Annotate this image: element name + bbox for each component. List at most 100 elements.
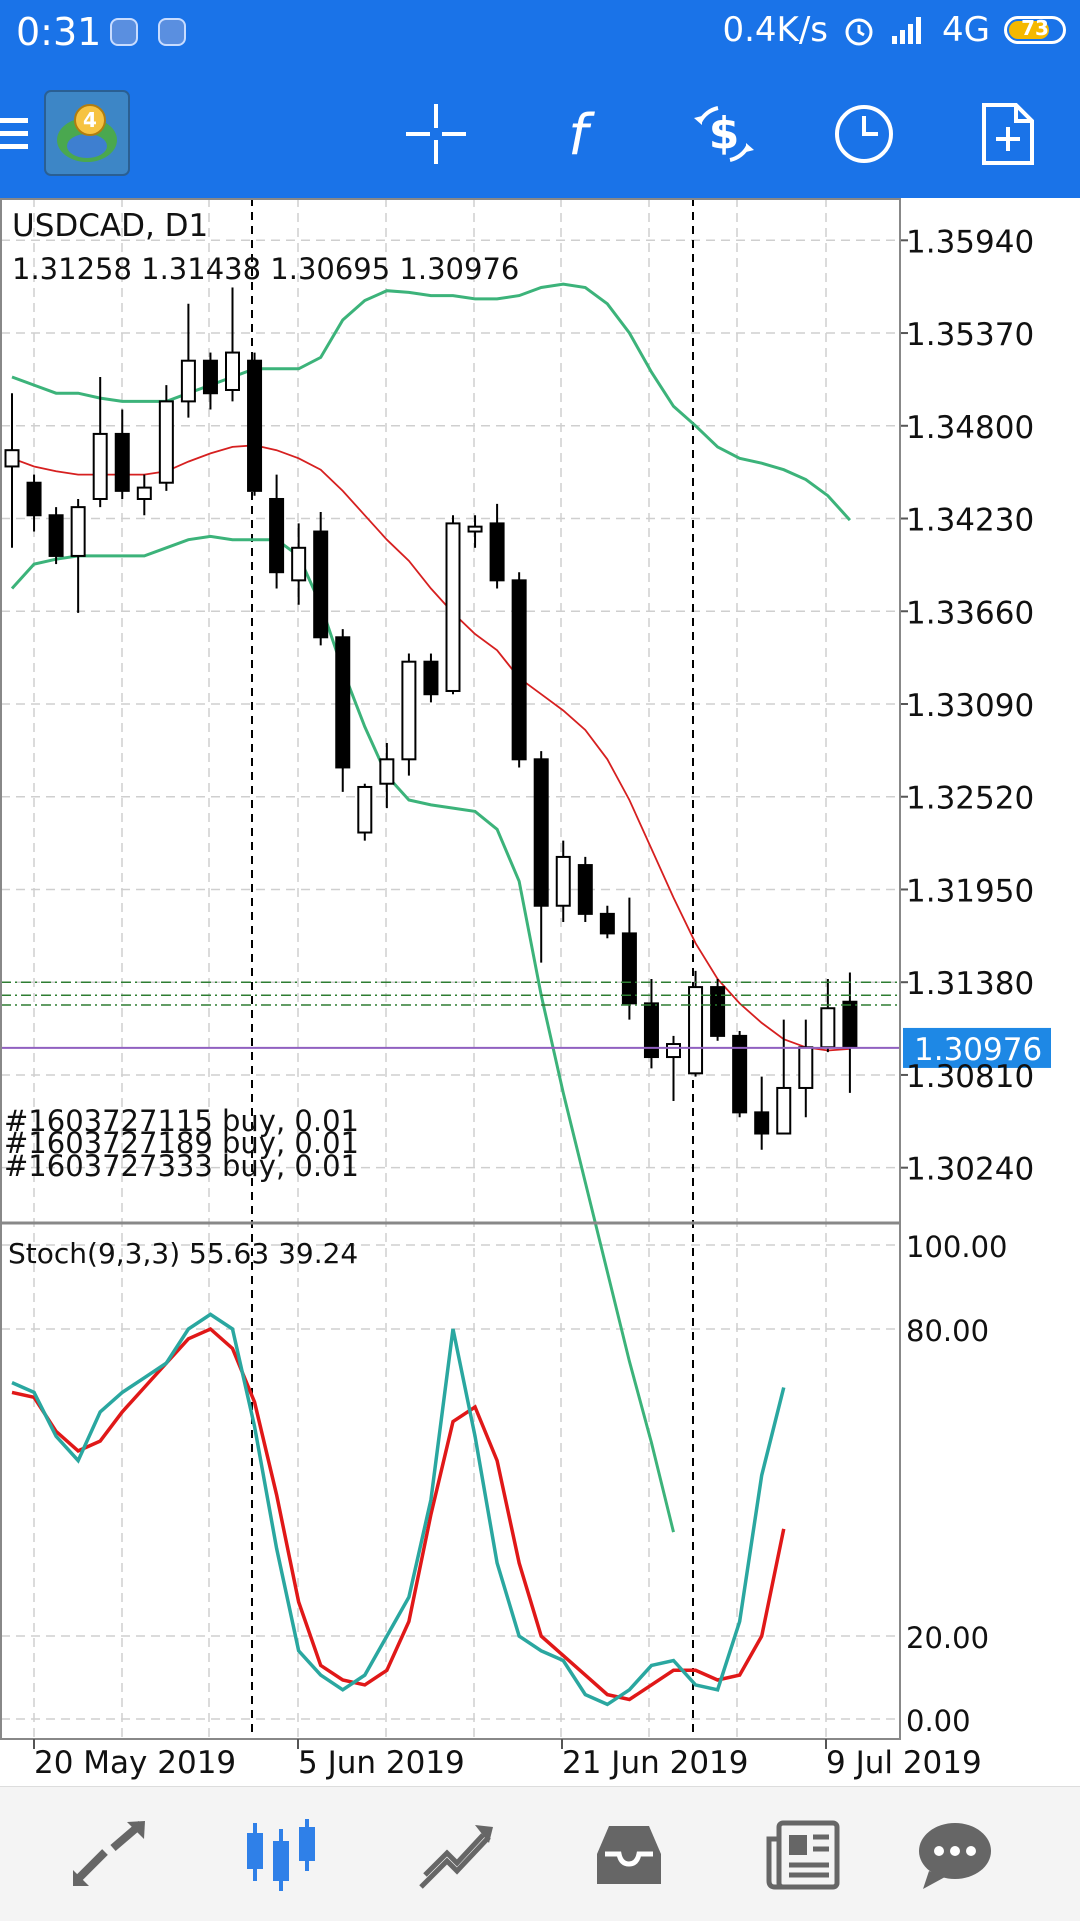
bearish-candle xyxy=(423,660,439,696)
price-tick-label: 1.34230 xyxy=(906,503,1034,539)
alarm-icon xyxy=(845,18,873,46)
bullish-candle xyxy=(445,522,461,692)
quotes-icon[interactable] xyxy=(64,1815,154,1895)
bollinger-upper-line xyxy=(11,282,852,522)
chart-border xyxy=(0,198,901,1740)
stoch-tick-label: 0.00 xyxy=(906,1704,971,1738)
bullish-candle xyxy=(158,400,174,484)
new-order-icon[interactable] xyxy=(964,90,1052,178)
ohlc-label: 1.31258 1.31438 1.30695 1.30976 xyxy=(12,252,519,286)
price-tick-label: 1.30240 xyxy=(906,1152,1034,1188)
date-label: 21 Jun 2019 xyxy=(562,1745,748,1781)
crosshair-icon[interactable] xyxy=(392,90,480,178)
bullish-candle xyxy=(4,449,20,468)
stochastic-signal-line xyxy=(11,1326,786,1702)
price-chart[interactable]: #1603727115 buy, 0.01#1603727189 buy, 0.… xyxy=(0,198,1080,1786)
status-time: 0:31 xyxy=(16,10,102,54)
history-icon[interactable] xyxy=(584,1815,674,1895)
price-tick-label: 1.33090 xyxy=(906,688,1034,724)
network-type: 4G xyxy=(942,10,990,50)
current-price-label: 1.30976 xyxy=(914,1032,1042,1068)
bearish-candle xyxy=(643,1002,659,1059)
bullish-candle xyxy=(666,1043,681,1059)
price-tick-label: 1.32520 xyxy=(906,781,1034,817)
stoch-tick-label: 20.00 xyxy=(906,1621,989,1655)
order-label: #1603727333 buy, 0.01 xyxy=(4,1149,359,1183)
order-label: #1603727115 buy, 0.01 xyxy=(4,1104,359,1138)
price-tick-label: 1.35940 xyxy=(906,224,1034,260)
network-speed: 0.4K/s xyxy=(722,10,829,50)
bearish-candle xyxy=(489,522,505,582)
bearish-candle xyxy=(114,432,130,492)
bullish-candle xyxy=(776,1086,792,1135)
trade-icon[interactable] xyxy=(412,1815,502,1895)
svg-text:$: $ xyxy=(709,108,740,159)
date-label: 20 May 2019 xyxy=(34,1745,236,1781)
bearish-candle xyxy=(26,481,42,517)
price-tick-label: 1.31950 xyxy=(906,873,1034,909)
bullish-candle xyxy=(357,785,373,834)
date-label: 9 Jul 2019 xyxy=(826,1745,982,1781)
function-icon[interactable]: f xyxy=(534,90,622,178)
stochastic-main-line xyxy=(11,1312,786,1707)
bullish-candle xyxy=(225,351,240,391)
date-label: 5 Jun 2019 xyxy=(298,1745,465,1781)
price-tick-label: 1.35370 xyxy=(906,317,1034,353)
svg-text:f: f xyxy=(568,103,595,166)
battery-level: 73 xyxy=(1021,16,1049,40)
battery-icon: 73 xyxy=(1004,16,1066,44)
news-icon[interactable] xyxy=(758,1815,848,1895)
bearish-candle xyxy=(511,579,527,761)
clock-icon[interactable] xyxy=(820,90,908,178)
toolbar: 4 f $ xyxy=(0,70,1080,198)
current-price-badge xyxy=(903,1027,1051,1068)
bearish-candle xyxy=(732,1034,748,1114)
stoch-tick-label: 100.00 xyxy=(906,1230,1007,1264)
bullish-candle xyxy=(401,660,417,761)
bullish-candle xyxy=(688,986,704,1075)
bearish-candle xyxy=(313,530,329,639)
bearish-candle xyxy=(269,497,285,574)
moving-average-line xyxy=(11,444,850,1052)
bullish-candle xyxy=(136,486,152,500)
bearish-candle xyxy=(247,359,263,492)
order-label: #1603727189 buy, 0.01 xyxy=(4,1126,359,1160)
bearish-candle xyxy=(842,1000,858,1049)
bearish-candle xyxy=(335,636,351,769)
price-tick-label: 1.30810 xyxy=(906,1059,1034,1095)
notification-icon xyxy=(158,18,186,46)
bullish-candle xyxy=(70,506,86,557)
bullish-candle xyxy=(291,546,307,582)
bullish-candle xyxy=(467,525,483,533)
bullish-candle xyxy=(820,1007,836,1049)
bullish-candle xyxy=(92,432,108,500)
bullish-candle xyxy=(555,855,571,907)
notification-icon xyxy=(110,18,138,46)
bullish-candle xyxy=(379,758,395,785)
chat-icon[interactable] xyxy=(910,1815,1000,1895)
metatrader-logo[interactable]: 4 xyxy=(44,90,130,176)
bottom-nav xyxy=(0,1786,1080,1921)
chart-icon[interactable] xyxy=(236,1815,326,1895)
bullish-candle xyxy=(798,1046,814,1089)
bearish-candle xyxy=(710,986,726,1037)
bullish-candle xyxy=(180,359,196,403)
price-tick-label: 1.33660 xyxy=(906,595,1034,631)
price-tick-label: 1.31380 xyxy=(906,966,1034,1002)
price-tick-label: 1.34800 xyxy=(906,410,1034,446)
bearish-candle xyxy=(599,912,615,935)
bearish-candle xyxy=(533,758,549,907)
svg-text:4: 4 xyxy=(83,108,97,132)
bearish-candle xyxy=(48,514,64,557)
menu-icon[interactable] xyxy=(0,90,30,178)
stoch-tick-label: 80.00 xyxy=(906,1314,989,1348)
signal-icon xyxy=(892,17,922,44)
bearish-candle xyxy=(621,932,637,1005)
bearish-candle xyxy=(202,359,218,395)
bearish-candle xyxy=(577,864,593,915)
chart-area[interactable]: #1603727115 buy, 0.01 #1603727189 buy, 0.… xyxy=(0,198,1080,1786)
trade-icon[interactable]: $ xyxy=(680,90,768,178)
indicator-label: Stoch(9,3,3) 55.63 39.24 xyxy=(8,1237,358,1270)
symbol-label: USDCAD, D1 xyxy=(12,208,208,244)
bearish-candle xyxy=(754,1111,770,1135)
